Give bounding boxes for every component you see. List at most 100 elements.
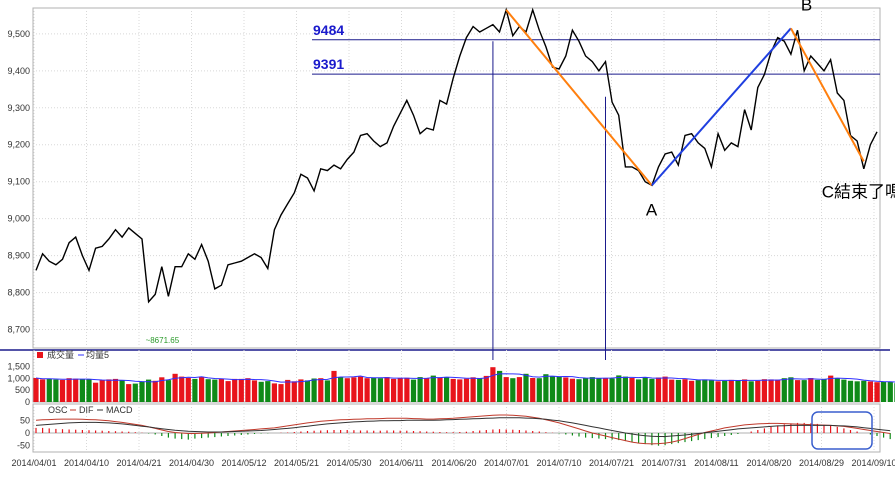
volume-bar (761, 379, 767, 402)
volume-bar (251, 380, 258, 402)
price-tick-label: 8,700 (7, 325, 30, 335)
volume-bar (152, 380, 158, 402)
volume-bar (119, 380, 125, 402)
volume-bar (357, 376, 364, 402)
volume-bar (768, 379, 774, 402)
volume-bar (132, 383, 138, 402)
dif-line (35, 414, 891, 445)
volume-bar (126, 384, 132, 402)
volume-bar (821, 378, 827, 402)
volume-bar (814, 379, 820, 402)
volume-bar (669, 379, 675, 402)
volume-bar (847, 380, 854, 402)
volume-bar (377, 378, 383, 402)
volume-bar (351, 377, 357, 402)
volume-bar (93, 382, 99, 402)
volume-bar (689, 380, 695, 402)
volume-bar (636, 379, 642, 402)
wave-down-line (790, 27, 865, 162)
highlight-box (811, 411, 873, 450)
price-tick-label: 9,500 (7, 29, 30, 39)
x-tick-label: 2014/08/20 (746, 458, 791, 468)
volume-bar (238, 378, 244, 402)
x-tick-label: 2014/08/29 (799, 458, 844, 468)
x-tick-label: 2014/04/10 (64, 458, 109, 468)
volume-bar (543, 374, 549, 402)
volume-bar (616, 375, 622, 402)
volume-bar (795, 380, 801, 402)
volume-bar (748, 381, 754, 402)
volume-bar (735, 380, 741, 402)
volume-bar (583, 378, 589, 402)
point-label-a: A (646, 200, 658, 219)
volume-bar (324, 380, 330, 402)
volume-bar (801, 380, 807, 402)
volume-bar (218, 378, 224, 402)
volume-bar (881, 382, 887, 402)
volume-bar (523, 373, 529, 402)
volume-bar (781, 378, 787, 402)
volume-bar (258, 381, 264, 402)
volume-tick-label: 500 (15, 385, 30, 395)
volume-bar (556, 376, 562, 402)
volume-bar (424, 378, 430, 402)
x-tick-label: 2014/04/30 (169, 458, 214, 468)
volume-bar (483, 375, 489, 402)
volume-bar (629, 378, 635, 402)
x-tick-label: 2014/04/01 (11, 458, 56, 468)
volume-bar (397, 378, 403, 402)
volume-bar (695, 380, 701, 402)
price-tick-label: 9,000 (7, 214, 30, 224)
volume-bar (271, 383, 277, 402)
volume-ma-line (35, 373, 895, 383)
volume-bar (854, 381, 860, 402)
volume-bar (450, 378, 456, 402)
volume-bar (861, 380, 867, 402)
volume-bar (530, 378, 536, 402)
volume-bar (576, 379, 582, 402)
volume-bar (139, 381, 145, 402)
volume-bar (470, 377, 476, 402)
volume-bar (655, 377, 662, 402)
volume-bar (33, 378, 39, 402)
volume-bar (285, 379, 291, 402)
volume-bar (212, 379, 218, 402)
price-tick-label: 9,400 (7, 66, 30, 76)
x-tick-label: 2014/06/20 (431, 458, 476, 468)
x-tick-label: 2014/07/01 (484, 458, 529, 468)
volume-bar (391, 378, 397, 402)
volume-bar (828, 375, 834, 402)
volume-bar (331, 370, 337, 402)
volume-bar (265, 381, 271, 402)
volume-bar (649, 378, 655, 402)
x-tick-label: 2014/05/21 (274, 458, 319, 468)
volume-bar (510, 378, 516, 402)
volume-bar (834, 378, 840, 402)
volume-bar (722, 380, 728, 402)
volume-bar (841, 379, 847, 402)
macd-tick-label: -50 (17, 441, 30, 451)
volume-bar (437, 377, 443, 402)
macd-panel (32, 403, 881, 453)
level-label: 9391 (313, 56, 344, 72)
point-label-c: C結束了嗎? (822, 182, 895, 201)
volume-bar (364, 378, 370, 402)
volume-bar (185, 378, 191, 402)
volume-legend-label: 成交量 (47, 349, 74, 360)
level-label: 9484 (313, 22, 344, 38)
volume-bar (715, 381, 721, 402)
low-value-label: ~8671.65 (146, 336, 180, 345)
wave-down-line (505, 9, 653, 187)
volume-bar (444, 377, 450, 402)
volume-bar (410, 379, 417, 402)
price-line (35, 7, 878, 304)
x-tick-label: 2014/05/12 (221, 458, 266, 468)
volume-bar (245, 378, 251, 402)
volume-bar (40, 379, 46, 402)
volume-bar (205, 379, 211, 402)
volume-bar (755, 380, 761, 402)
volume-bar (808, 378, 814, 402)
volume-tick-label: 1,000 (7, 373, 30, 383)
volume-bar (503, 377, 509, 402)
